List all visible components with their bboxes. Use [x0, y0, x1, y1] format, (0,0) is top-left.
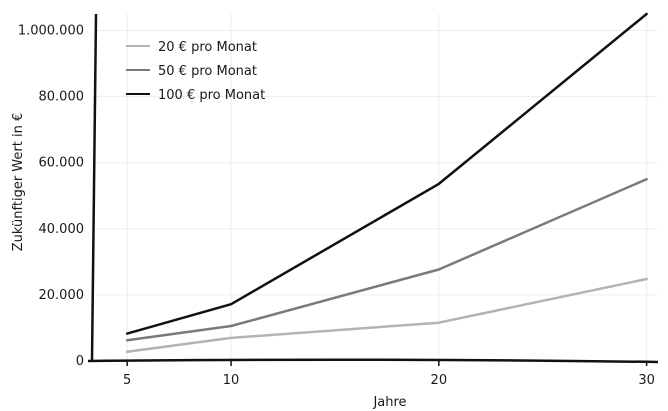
- legend: 20 € pro Monat 50 € pro Monat 100 € pro Mo…: [126, 40, 265, 103]
- series-line-3: [125, 12, 648, 335]
- x-tick-label: 5: [123, 373, 131, 388]
- y-tick-label: 1.000.000: [18, 24, 84, 39]
- x-tick-label: 20: [431, 373, 448, 388]
- y-tick-label: 40.000: [39, 222, 85, 237]
- y-tick-label: 80.000: [39, 90, 85, 105]
- y-axis-label: Zukünftiger Wert in €: [11, 113, 26, 251]
- x-axis-label: Jahre: [372, 395, 406, 410]
- y-tick-label: 60.000: [39, 156, 85, 171]
- series-line-2: [125, 177, 648, 342]
- y-tick-labels: 0 20.000 40.000 60.000 80.000 1.000.000: [18, 24, 84, 369]
- grid: [96, 14, 657, 361]
- series-line-1: [125, 277, 648, 353]
- x-tick-labels: 5 10 20 30: [123, 361, 655, 388]
- axes: [87, 13, 659, 364]
- legend-label: 50 € pro Monat: [158, 64, 257, 79]
- series-lines: [125, 12, 648, 353]
- x-tick-label: 10: [223, 373, 240, 388]
- legend-label: 20 € pro Monat: [158, 40, 257, 55]
- y-tick-label: 20.000: [39, 288, 85, 303]
- legend-label: 100 € pro Monat: [158, 88, 265, 103]
- x-axis-line: [87, 358, 659, 364]
- y-tick-label: 0: [76, 354, 84, 369]
- y-axis-line: [90, 13, 98, 362]
- x-tick-label: 30: [638, 373, 655, 388]
